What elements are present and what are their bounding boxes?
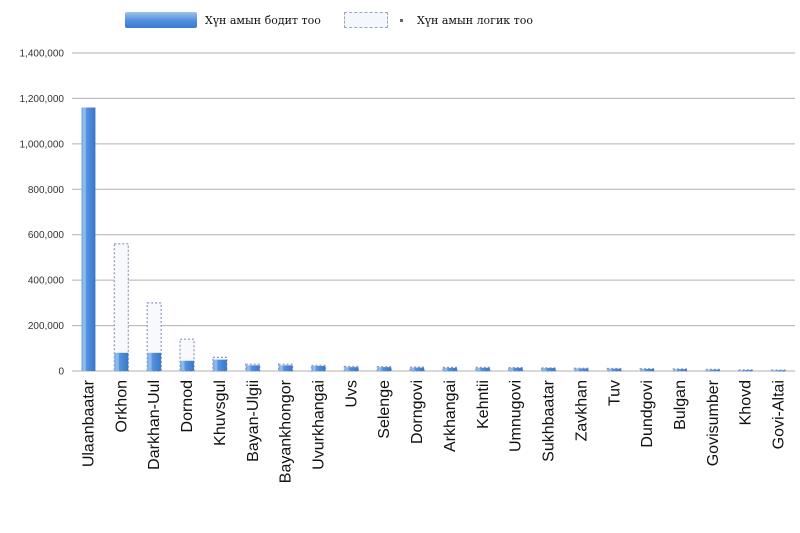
legend-label-actual: Хүн амын бодит тоо [205, 13, 321, 27]
grid-lines [72, 52, 795, 372]
actual-series-bars [81, 107, 786, 372]
actual-bar-highlight [641, 368, 645, 371]
y-tick-label: 0 [58, 367, 64, 378]
actual-bar-highlight [444, 367, 448, 371]
actual-bar-highlight [247, 365, 251, 371]
actual-bar-highlight [543, 368, 547, 371]
actual-bar [377, 367, 392, 371]
actual-bar [344, 367, 359, 371]
x-tick-label: Sukhbaatar [541, 379, 558, 462]
y-tick-label: 1,000,000 [20, 139, 65, 150]
actual-bar-highlight [773, 370, 777, 372]
legend-item-actual: Хүн амын бодит тоо [125, 12, 321, 28]
actual-bar-highlight [280, 365, 284, 371]
x-tick-label: Govi-Altai [771, 380, 788, 449]
legend-item-logical: Хүн амын логик тоо [344, 12, 533, 28]
x-tick-label: Ulaanbaatar [80, 379, 97, 467]
actual-bar [607, 368, 622, 371]
x-tick-label: Bayankhongor [278, 379, 295, 483]
x-axis-ticks: Ulaanbaatar Orkhon Darkhan-Uul Dornod Khuvsg… [80, 379, 787, 483]
actual-bar-highlight [477, 367, 481, 371]
actual-bar [81, 107, 96, 371]
actual-bar [640, 368, 655, 371]
x-tick-label: Orkhon [113, 380, 130, 432]
actual-bar [442, 367, 457, 371]
x-tick-label: Dundgovi [639, 380, 656, 448]
x-tick-label: Khovd [738, 380, 755, 425]
legend-label-logical: Хүн амын логик тоо [417, 13, 533, 27]
actual-bar-highlight [575, 368, 579, 371]
y-tick-label: 200,000 [28, 321, 65, 332]
y-tick-label: 1,200,000 [20, 94, 65, 105]
actual-bar [541, 368, 556, 371]
actual-bar-highlight [345, 367, 349, 371]
actual-bar [114, 352, 129, 371]
y-tick-label: 600,000 [28, 230, 65, 241]
actual-bar [475, 367, 490, 371]
x-tick-label: Bayan-Ulgii [245, 380, 262, 462]
actual-bar-highlight [148, 352, 152, 371]
x-tick-label: Darkhan-Uul [146, 380, 163, 470]
actual-bar-highlight [608, 368, 612, 371]
x-tick-label: Dorngovi [409, 380, 426, 444]
actual-bar-highlight [115, 352, 119, 371]
x-tick-label: Umnugovi [508, 380, 525, 452]
logical-bar [113, 243, 129, 372]
x-tick-label: Kehntii [475, 380, 492, 429]
actual-bar-highlight [411, 367, 415, 371]
x-tick-label: Uvurkhangai [310, 380, 327, 470]
actual-bar [245, 365, 260, 371]
x-tick-label: Selenge [376, 380, 393, 439]
actual-bar [705, 369, 720, 371]
actual-bar-highlight [181, 360, 185, 371]
actual-bar [738, 370, 753, 372]
actual-bar-highlight [510, 367, 514, 371]
actual-bar [212, 359, 227, 371]
y-axis-ticks: 0 200,000 400,000 600,000 800,000 1,000,000 1,… [20, 49, 65, 378]
actual-bar-highlight [82, 107, 86, 371]
x-tick-label: Dornod [179, 380, 196, 432]
actual-bar [574, 368, 589, 371]
y-tick-label: 1,400,000 [20, 49, 65, 60]
actual-bar-highlight [214, 359, 218, 371]
y-tick-label: 800,000 [28, 185, 65, 196]
x-tick-label: Khuvsgul [212, 380, 229, 446]
actual-bar-highlight [707, 369, 711, 371]
actual-bar [672, 369, 687, 371]
x-tick-label: Arkhangai [442, 380, 459, 452]
actual-bar [147, 352, 162, 371]
actual-bar [771, 370, 786, 372]
x-tick-label: Tuv [606, 380, 623, 406]
actual-bar [278, 365, 293, 371]
actual-bar [410, 367, 425, 371]
actual-bar [508, 367, 523, 371]
actual-bar-highlight [378, 367, 382, 371]
x-tick-label: Govisumber [705, 379, 722, 466]
legend-swatch-dashed [344, 12, 388, 28]
actual-bar-highlight [674, 369, 678, 371]
actual-bar-highlight [740, 370, 744, 372]
actual-bar [180, 360, 195, 371]
x-tick-label: Zavkhan [573, 380, 590, 441]
logical-series-bars [113, 243, 787, 372]
x-tick-label: Uvs [343, 380, 360, 408]
actual-bar-highlight [312, 366, 316, 371]
y-tick-label: 400,000 [28, 276, 65, 287]
actual-bar [311, 366, 326, 371]
legend-swatch-solid [125, 12, 197, 28]
legend: Хүн амын бодит тоо Хүн амын логик тоо [0, 12, 800, 40]
legend-separator-dot [400, 18, 403, 22]
x-tick-label: Bulgan [672, 380, 689, 430]
